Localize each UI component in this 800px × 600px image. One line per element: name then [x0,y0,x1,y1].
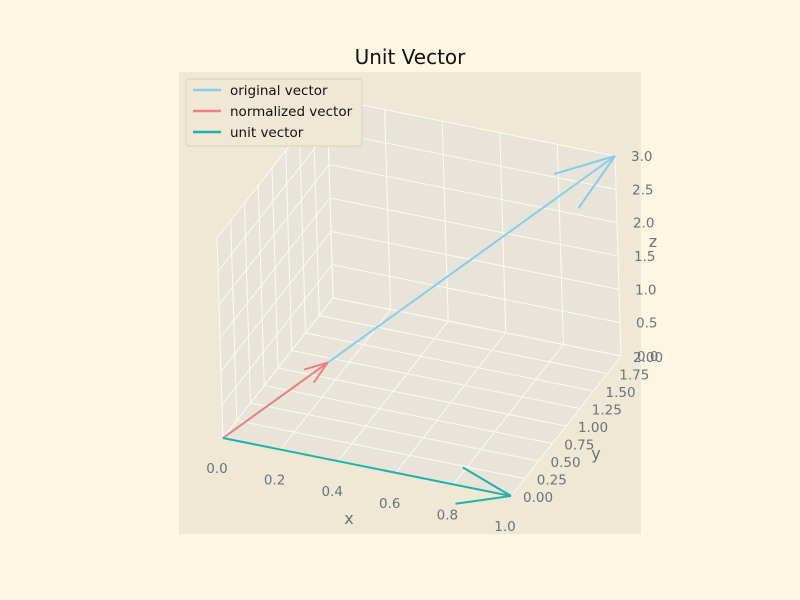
x-tick-label: 0.2 [264,473,285,489]
tick-labels: 0.00.20.40.60.81.00.000.250.500.751.001.… [206,149,663,535]
grid-line [331,264,621,324]
z-tick-label: 3.0 [631,149,652,165]
x-tick-label: 1.0 [494,519,515,535]
arrow-head-right [462,466,512,497]
z-axis-label: z [649,232,657,251]
x-tick-label: 0.6 [379,496,400,512]
vector-unit-vector [222,437,512,505]
y-tick-label: 1.75 [619,368,649,384]
arrow-head-left [455,495,512,505]
grid-line [305,332,594,392]
y-axis-label: y [591,444,600,463]
z-tick-label: 0.0 [637,349,658,365]
grid-line [326,97,616,157]
z-tick-label: 2.5 [632,182,653,198]
legend: original vector normalized vector unit vec… [185,78,363,147]
grid-line [319,315,608,374]
arrow-head-right [303,361,329,371]
arrow-head-left [577,155,616,209]
grid-line [332,297,622,357]
y-tick-label: 1.25 [592,403,622,419]
grid-line [291,350,580,409]
legend-label: normalized vector [230,104,353,120]
grid-line [327,130,617,190]
grid-line [250,402,539,462]
vector-normalized-vector [222,361,329,439]
grid-line [264,385,553,444]
y-tick-label: 1.00 [578,420,608,436]
y-tick-label: 1.50 [606,385,636,401]
vector-shaft [222,361,329,439]
legend-label: unit vector [230,125,304,141]
grid-line [236,420,525,479]
grid-line [277,367,567,427]
y-tick-label: 0.25 [537,473,567,489]
grid-line [221,264,333,405]
grid-line [217,131,329,272]
y-tick-label: 0.50 [551,455,581,471]
arrow-head-right [553,155,616,175]
vector-series [222,155,616,505]
legend-box [185,78,363,147]
x-tick-label: 0.4 [321,484,342,500]
vector-shaft [222,437,512,497]
x-tick-label: 0.8 [437,507,458,523]
z-tick-label: 1.5 [634,249,655,265]
y-tick-label: 2.00 [633,350,663,366]
arrow-head-left [312,361,329,384]
grid-line [328,164,618,224]
grid-line [219,197,331,339]
grid-line [330,230,620,290]
x-axis-label: x [344,509,353,528]
y-tick-label: 0.75 [564,438,594,454]
z-tick-label: 2.0 [633,216,654,232]
z-tick-label: 0.5 [636,316,657,332]
x-tick-label: 0.0 [206,461,227,477]
chart-title: Unit Vector [355,45,467,69]
z-tick-label: 1.0 [635,282,656,298]
grid-line [218,164,330,305]
grid-line [222,297,334,439]
y-tick-label: 0.00 [523,490,553,506]
grid-lines [216,97,622,497]
grid-line [329,197,619,257]
grid-line [220,231,332,372]
legend-label: original vector [230,83,328,99]
